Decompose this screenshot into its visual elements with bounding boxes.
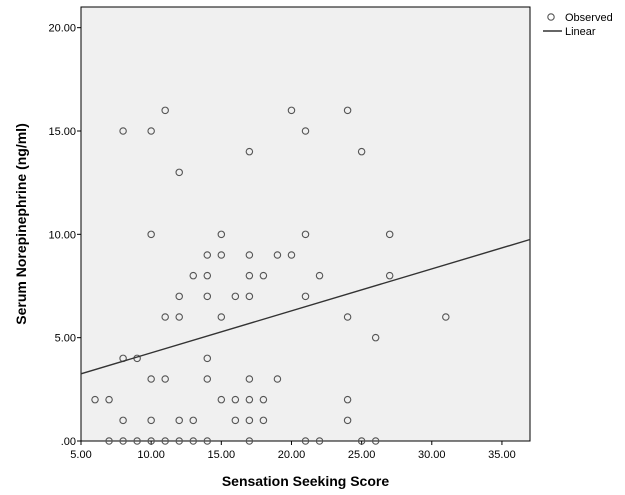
- data-point: [203, 271, 212, 280]
- data-point: [161, 375, 169, 383]
- data-point: [287, 251, 296, 259]
- y-axis-label: Serum Norepinephrine (ng/ml): [13, 123, 29, 324]
- data-point: [315, 437, 324, 445]
- y-tick-label: 5.00: [55, 333, 76, 345]
- data-point: [259, 416, 268, 425]
- data-point: [442, 313, 450, 321]
- data-point: [245, 375, 254, 383]
- data-point: [245, 251, 254, 259]
- x-tick-label: 20.00: [278, 449, 306, 461]
- data-point: [245, 271, 254, 280]
- x-tick-label: 10.00: [137, 449, 165, 461]
- data-point: [273, 251, 282, 259]
- data-point: [245, 437, 254, 445]
- data-point: [343, 106, 352, 115]
- data-point: [161, 313, 169, 321]
- data-point: [119, 437, 127, 445]
- x-axis-label: Sensation Seeking Score: [222, 473, 389, 489]
- data-point: [217, 230, 226, 239]
- data-point: [231, 292, 240, 301]
- legend-observed-marker: [547, 13, 555, 21]
- x-tick-label: 5.00: [70, 449, 91, 461]
- plot-background: [80, 6, 531, 442]
- data-point: [301, 230, 310, 239]
- data-point: [245, 416, 254, 425]
- data-point: [161, 106, 169, 115]
- legend-observed-label: Observed: [565, 12, 613, 24]
- x-tick-label: 15.00: [208, 449, 236, 461]
- data-point: [147, 437, 155, 445]
- data-point: [245, 147, 254, 156]
- data-point: [343, 416, 352, 425]
- data-point: [217, 251, 226, 259]
- data-point: [385, 271, 394, 280]
- data-point: [203, 292, 212, 301]
- data-point: [217, 313, 226, 321]
- data-point: [189, 416, 198, 425]
- data-point: [133, 437, 141, 445]
- data-point: [245, 292, 254, 301]
- data-point: [203, 437, 212, 445]
- data-point: [315, 271, 324, 280]
- data-point: [105, 395, 113, 404]
- data-point: [161, 437, 169, 445]
- data-point: [259, 271, 268, 280]
- data-point: [231, 416, 240, 425]
- data-point: [259, 395, 268, 404]
- y-tick-label: .00: [61, 436, 76, 448]
- data-point: [203, 354, 212, 363]
- data-point: [175, 168, 183, 177]
- data-point: [343, 395, 352, 404]
- y-tick-label: 10.00: [48, 229, 76, 241]
- data-point: [357, 147, 366, 156]
- data-point: [91, 395, 99, 404]
- data-point: [119, 127, 127, 135]
- data-point: [385, 230, 394, 239]
- linear-fit-line: [80, 238, 531, 375]
- data-point: [301, 437, 310, 445]
- data-point: [147, 375, 155, 383]
- data-point: [189, 437, 198, 445]
- data-point: [301, 292, 310, 301]
- x-tick-label: 30.00: [418, 449, 446, 461]
- data-point: [371, 437, 380, 445]
- observed-points: [91, 106, 450, 445]
- data-point: [119, 416, 127, 425]
- data-point: [175, 416, 183, 425]
- legend: Observed Linear: [543, 12, 613, 38]
- data-point: [147, 230, 155, 239]
- data-point: [189, 271, 198, 280]
- data-point: [175, 292, 183, 301]
- data-point: [231, 395, 240, 404]
- data-point: [371, 333, 380, 342]
- data-point: [175, 437, 183, 445]
- y-axis: .00 5.00 10.00 15.00 20.00: [48, 23, 81, 448]
- data-point: [105, 437, 113, 445]
- data-point: [203, 251, 212, 259]
- y-tick-label: 15.00: [48, 126, 76, 138]
- data-point: [301, 127, 310, 135]
- x-tick-label: 25.00: [348, 449, 376, 461]
- data-point: [357, 437, 366, 445]
- data-point: [147, 127, 155, 135]
- data-point: [203, 375, 212, 383]
- data-point: [175, 313, 183, 321]
- data-point: [273, 375, 282, 383]
- data-point: [147, 416, 155, 425]
- x-tick-label: 35.00: [488, 449, 516, 461]
- data-point: [343, 313, 352, 321]
- data-point: [217, 395, 226, 404]
- legend-linear-label: Linear: [565, 26, 596, 38]
- x-axis: 5.00 10.00 15.00 20.00 25.00 30.00 35.00: [70, 441, 516, 461]
- data-point: [245, 395, 254, 404]
- y-tick-label: 20.00: [48, 23, 76, 35]
- data-point: [287, 106, 296, 115]
